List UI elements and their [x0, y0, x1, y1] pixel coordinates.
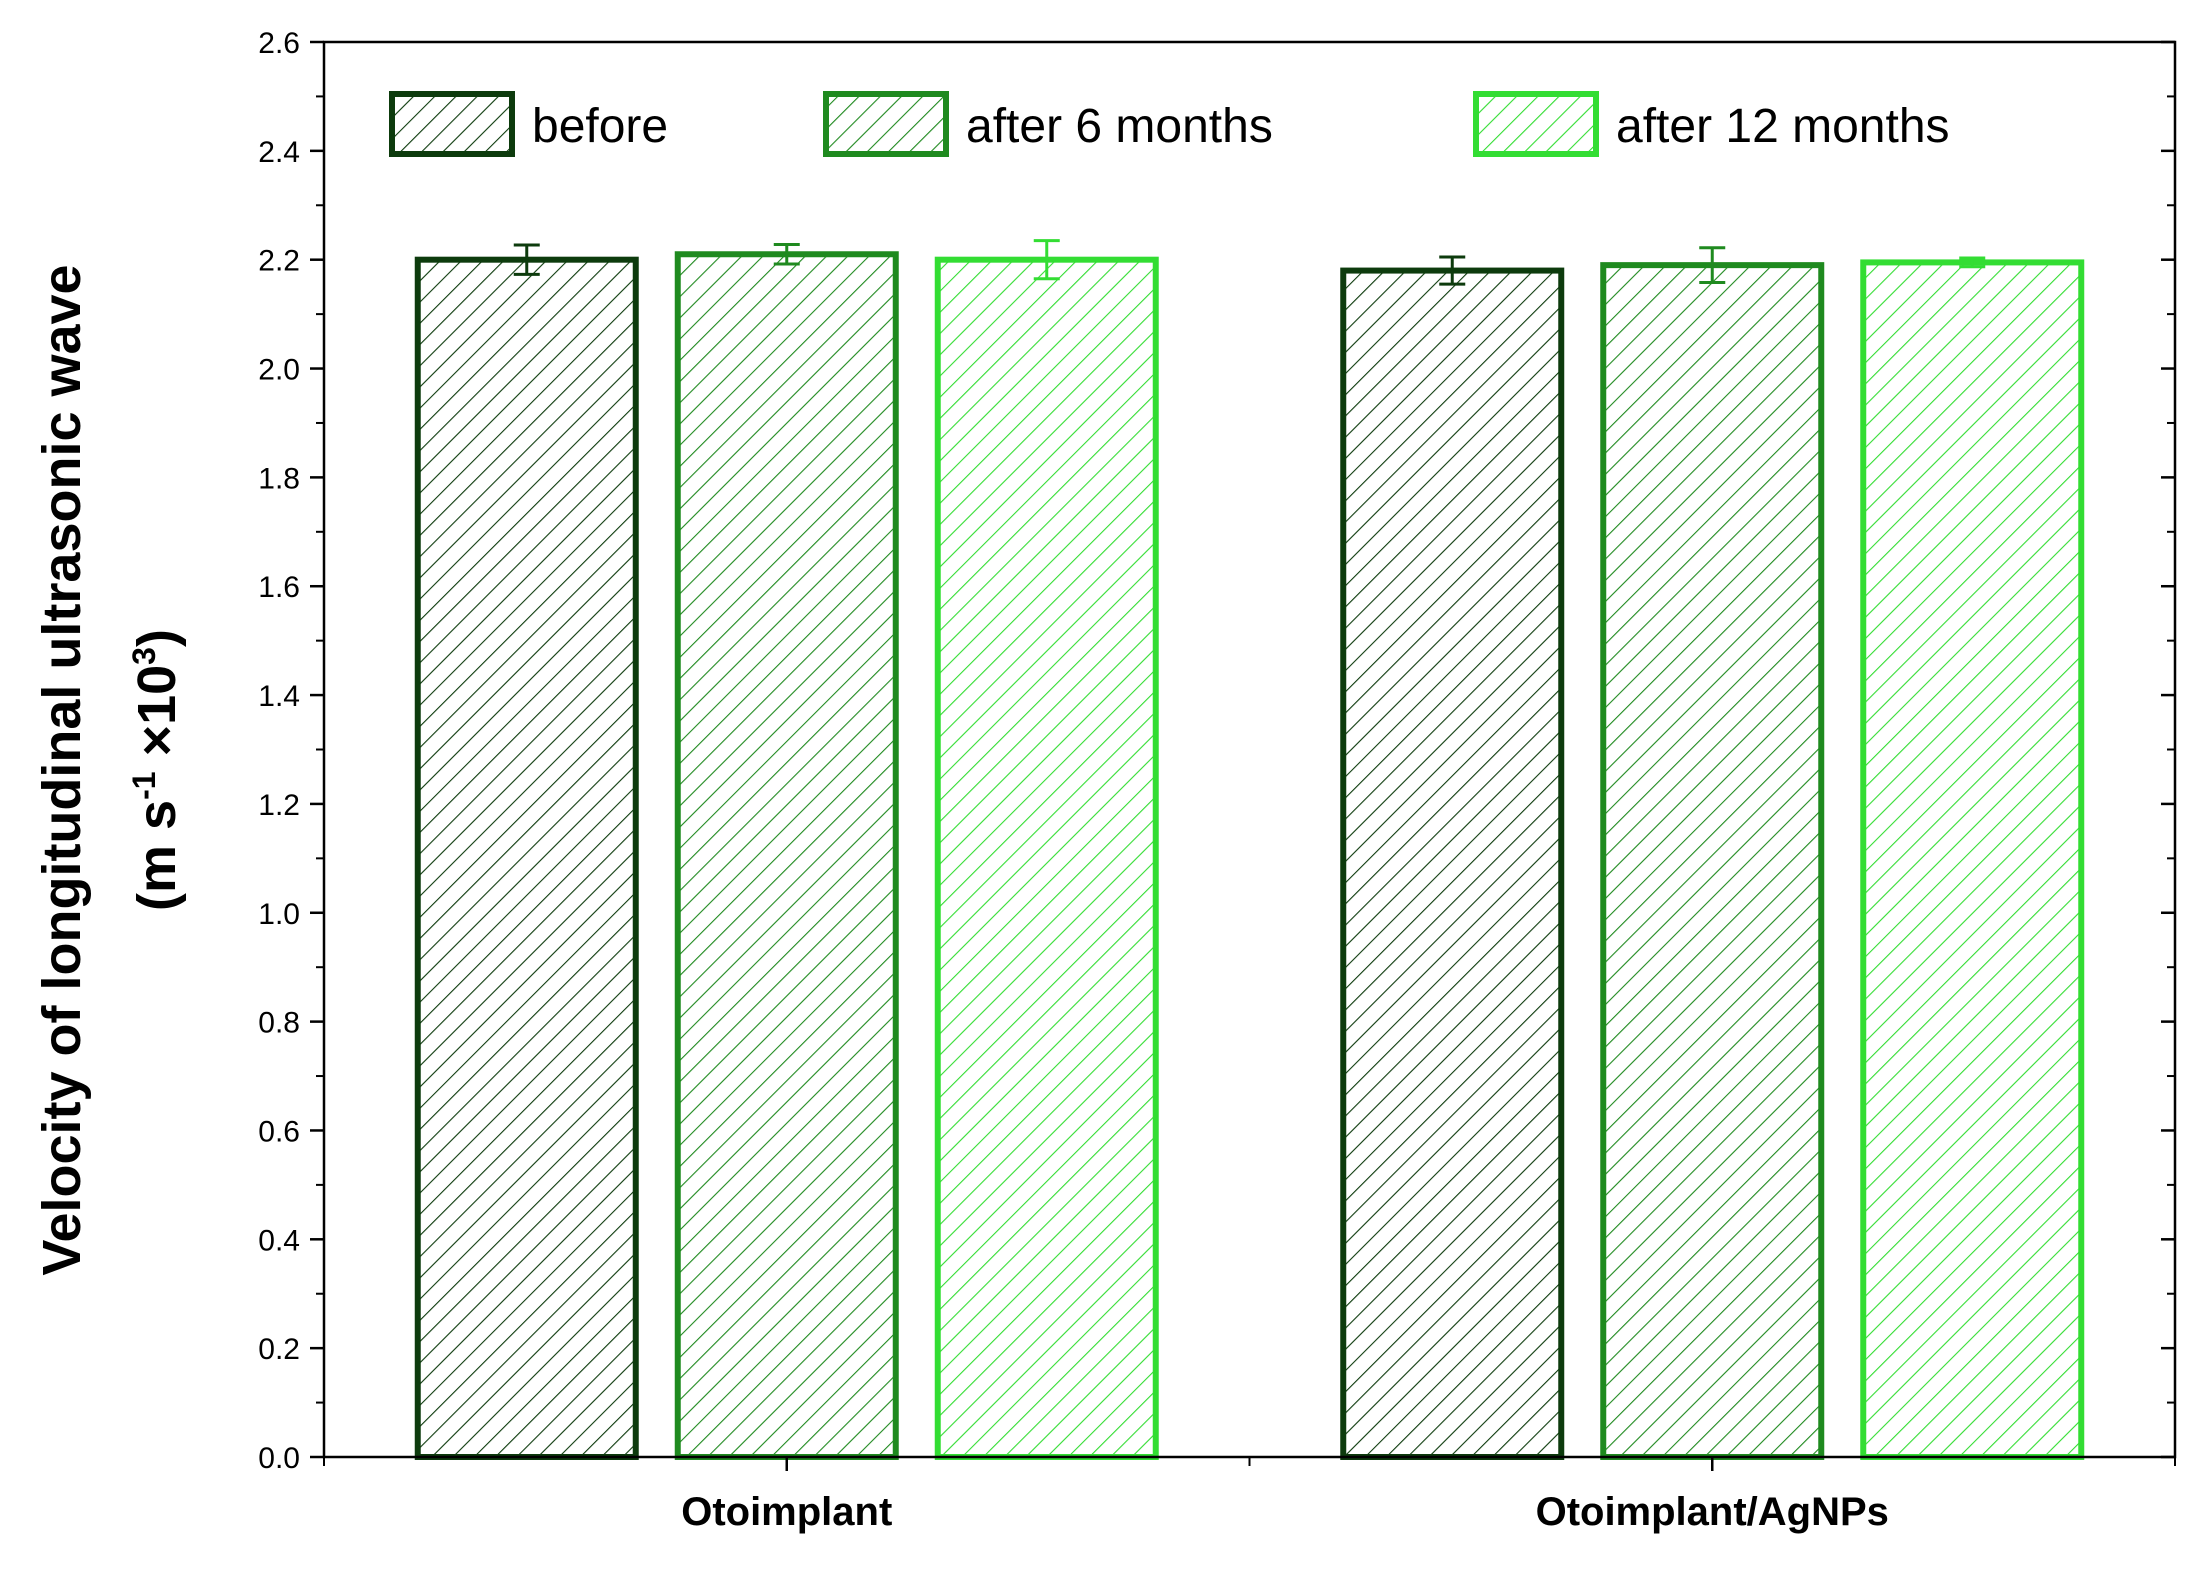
legend-label: before: [532, 100, 668, 153]
y-tick-label: 2.4: [258, 136, 300, 169]
y-axis-unit: (m s-1 ×103): [126, 629, 187, 911]
y-tick-label: 0.4: [258, 1224, 300, 1257]
y-tick-label: 1.8: [258, 462, 300, 495]
bar-1-1: [1600, 262, 1825, 1460]
unit-suffix: ): [127, 629, 187, 647]
y-axis-unit-label: (m s-1 ×103): [126, 629, 187, 911]
y-tick-label: 0.2: [258, 1333, 300, 1366]
bar-0-0: [414, 256, 639, 1461]
bar-1-2: [1860, 259, 2085, 1460]
bar-0-2: [934, 256, 1159, 1461]
legend-item-0: before: [389, 91, 668, 157]
y-ticks: 0.0 0.2 0.4 0.6 0.8 1.0 1.2 1.4 1.6 1.8 2.0 2.2 2.4 2…: [258, 27, 2176, 1534]
y-tick-label: 0.0: [258, 1442, 300, 1475]
y-axis-title-line1: Velocity of longitudinal ultrasonic wave: [32, 264, 92, 1275]
unit-prefix: (m s: [127, 800, 187, 911]
legend-swatch: [1473, 91, 1599, 157]
error-bar-1-2: [1959, 256, 1986, 269]
y-tick-label: 0.8: [258, 1007, 300, 1040]
error-bars: [513, 239, 1986, 286]
bar-1-0: [1340, 267, 1565, 1461]
y-tick-label: 2.6: [258, 27, 300, 60]
y-tick-label: 0.6: [258, 1115, 300, 1148]
y-tick-label: 2.0: [258, 354, 300, 387]
y-tick-label: 1.2: [258, 789, 300, 822]
unit-mid: ×10: [127, 665, 187, 772]
y-tick-label: 2.2: [258, 245, 300, 278]
legend-swatch: [823, 91, 949, 157]
legend: before after 6 months after 12 months: [389, 91, 1950, 157]
bars-layer: [414, 251, 2085, 1461]
error-bar-1-0: [1439, 255, 1466, 286]
y-tick-label: 1.4: [258, 680, 300, 713]
legend-item-1: after 6 months: [823, 91, 1273, 157]
legend-label: after 12 months: [1616, 100, 1950, 153]
y-tick-label: 1.6: [258, 571, 300, 604]
y-axis-title: Velocity of longitudinal ultrasonic wave: [32, 264, 92, 1275]
error-bar-0-2: [1033, 239, 1060, 281]
error-bar-1-1: [1699, 246, 1726, 285]
unit-sup1: -1: [126, 771, 162, 799]
bar-0-1: [674, 251, 899, 1460]
legend-label: after 6 months: [966, 100, 1273, 153]
legend-swatch: [389, 91, 515, 157]
x-category-label: Otoimplant/AgNPs: [1536, 1490, 1889, 1534]
y-tick-label: 1.0: [258, 898, 300, 931]
legend-item-2: after 12 months: [1473, 91, 1950, 157]
error-bar-0-1: [773, 242, 800, 266]
x-category-label: Otoimplant: [681, 1490, 892, 1534]
unit-sup2: 3: [126, 647, 162, 665]
error-bar-0-0: [513, 243, 540, 276]
